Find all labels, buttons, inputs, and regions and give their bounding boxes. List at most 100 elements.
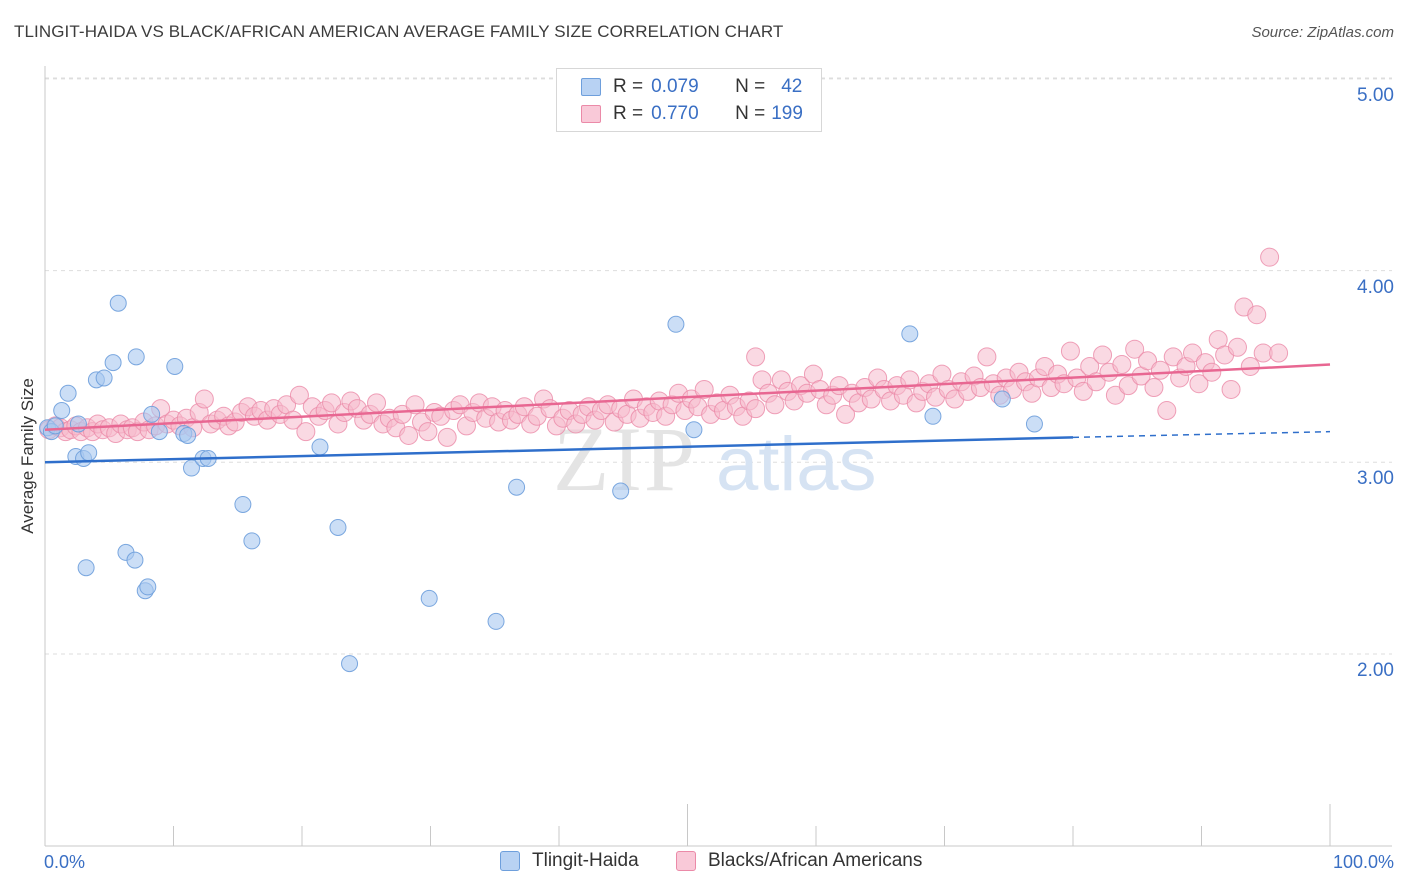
data-point-blacks-african-americans bbox=[1150, 360, 1170, 380]
legend-label: Tlingit-Haida bbox=[532, 850, 639, 871]
data-point-tlingit-haida bbox=[126, 551, 144, 569]
data-point-tlingit-haida bbox=[109, 294, 127, 312]
y-tick-label: 5.00 bbox=[1357, 85, 1394, 106]
data-point-blacks-african-americans bbox=[836, 404, 856, 424]
data-point-tlingit-haida bbox=[667, 315, 685, 333]
chart-title: TLINGIT-HAIDA VS BLACK/AFRICAN AMERICAN … bbox=[14, 22, 784, 41]
data-point-blacks-african-americans bbox=[746, 347, 766, 367]
data-point-tlingit-haida bbox=[53, 402, 71, 420]
data-point-blacks-african-americans bbox=[1240, 356, 1260, 376]
data-point-tlingit-haida bbox=[95, 369, 113, 387]
data-point-tlingit-haida bbox=[993, 390, 1011, 408]
data-point-blacks-african-americans bbox=[322, 393, 342, 413]
data-point-tlingit-haida bbox=[46, 417, 64, 435]
data-point-blacks-african-americans bbox=[1183, 343, 1203, 363]
data-point-tlingit-haida bbox=[341, 655, 359, 673]
data-point-blacks-african-americans bbox=[765, 395, 785, 415]
legend-n-value: 199 bbox=[771, 103, 803, 124]
y-tick-label: 3.00 bbox=[1357, 468, 1394, 489]
data-point-blacks-african-americans bbox=[1157, 401, 1177, 421]
data-point-blacks-african-americans bbox=[1060, 341, 1080, 361]
data-point-blacks-african-americans bbox=[861, 389, 881, 409]
data-point-blacks-african-americans bbox=[1227, 337, 1247, 357]
data-point-tlingit-haida bbox=[901, 325, 919, 343]
data-point-blacks-african-americans bbox=[399, 425, 419, 445]
legend-n-label: N = bbox=[735, 76, 766, 97]
data-point-tlingit-haida bbox=[104, 354, 122, 372]
legend-row-black: R = 0.770 N = 199 bbox=[581, 101, 803, 127]
data-point-tlingit-haida bbox=[77, 559, 95, 577]
source-credit: Source: ZipAtlas.com bbox=[1251, 24, 1394, 41]
data-point-tlingit-haida bbox=[150, 423, 168, 441]
data-point-tlingit-haida bbox=[182, 459, 200, 477]
data-point-blacks-african-americans bbox=[1105, 385, 1125, 405]
data-point-blacks-african-americans bbox=[437, 427, 457, 447]
legend-n-label: N = bbox=[735, 103, 766, 124]
legend-n-value: 42 bbox=[781, 76, 803, 97]
data-point-blacks-african-americans bbox=[1073, 381, 1093, 401]
data-point-blacks-african-americans bbox=[1118, 376, 1138, 396]
stats-legend: R = 0.079 N = 42 R = 0.770 N = 199 bbox=[556, 68, 822, 132]
y-tick-label: 2.00 bbox=[1357, 660, 1394, 681]
data-point-blacks-african-americans bbox=[694, 379, 714, 399]
legend-swatch-pink bbox=[581, 105, 601, 123]
data-point-blacks-african-americans bbox=[1260, 247, 1280, 267]
data-point-blacks-african-americans bbox=[1221, 379, 1241, 399]
data-point-blacks-african-americans bbox=[1125, 339, 1145, 359]
data-point-blacks-african-americans bbox=[392, 404, 412, 424]
data-point-blacks-african-americans bbox=[194, 389, 214, 409]
data-point-tlingit-haida bbox=[311, 438, 329, 456]
x-tick-label-min: 0.0% bbox=[44, 852, 86, 872]
data-point-tlingit-haida bbox=[139, 578, 157, 596]
watermark-atlas: atlas bbox=[716, 422, 877, 507]
data-point-tlingit-haida bbox=[612, 482, 630, 500]
data-point-tlingit-haida bbox=[329, 518, 347, 536]
y-axis-title: Average Family Size bbox=[18, 378, 37, 534]
data-point-blacks-african-americans bbox=[746, 399, 766, 419]
data-point-blacks-african-americans bbox=[1112, 355, 1132, 375]
data-point-blacks-african-americans bbox=[1247, 305, 1267, 325]
data-point-tlingit-haida bbox=[487, 612, 505, 630]
data-point-tlingit-haida bbox=[166, 357, 184, 375]
data-point-tlingit-haida bbox=[179, 426, 197, 444]
data-point-blacks-african-americans bbox=[1163, 347, 1183, 367]
data-point-blacks-african-americans bbox=[289, 385, 309, 405]
legend-item-tlingit-haida: Tlingit-Haida bbox=[500, 850, 639, 872]
trend-line-tlingit-haida bbox=[44, 436, 1074, 464]
data-point-tlingit-haida bbox=[80, 444, 98, 462]
legend-swatch-blue bbox=[500, 851, 520, 871]
legend-label: Blacks/African Americans bbox=[708, 850, 923, 871]
legend-swatch-pink bbox=[676, 851, 696, 871]
data-point-blacks-african-americans bbox=[367, 393, 387, 413]
y-tick-label: 4.00 bbox=[1357, 277, 1394, 298]
data-point-tlingit-haida bbox=[59, 384, 77, 402]
data-point-blacks-african-americans bbox=[1202, 362, 1222, 382]
data-point-tlingit-haida bbox=[127, 348, 145, 366]
legend-r-value: 0.770 bbox=[651, 103, 699, 124]
legend-r-value: 0.079 bbox=[651, 76, 699, 97]
data-point-blacks-african-americans bbox=[405, 395, 425, 415]
data-point-blacks-african-americans bbox=[296, 422, 316, 442]
data-point-tlingit-haida bbox=[1025, 415, 1043, 433]
data-point-blacks-african-americans bbox=[1138, 351, 1158, 371]
data-point-tlingit-haida bbox=[234, 495, 252, 513]
data-point-blacks-african-americans bbox=[1144, 378, 1164, 398]
data-point-blacks-african-americans bbox=[283, 410, 303, 430]
data-point-blacks-african-americans bbox=[1189, 374, 1209, 394]
data-point-tlingit-haida bbox=[243, 532, 261, 550]
data-point-tlingit-haida bbox=[143, 405, 161, 423]
data-point-tlingit-haida bbox=[508, 478, 526, 496]
data-point-tlingit-haida bbox=[420, 589, 438, 607]
legend-r-label: R = bbox=[613, 103, 644, 124]
data-point-blacks-african-americans bbox=[418, 422, 438, 442]
legend-row-tlingit: R = 0.079 N = 42 bbox=[581, 74, 802, 100]
legend-r-label: R = bbox=[613, 76, 644, 97]
data-point-blacks-african-americans bbox=[977, 347, 997, 367]
data-point-blacks-african-americans bbox=[1093, 345, 1113, 365]
legend-item-blacks-african-americans: Blacks/African Americans bbox=[676, 850, 922, 872]
trend-line-blacks-african-americans bbox=[44, 363, 1331, 431]
legend-swatch-blue bbox=[581, 78, 601, 96]
data-point-tlingit-haida bbox=[924, 407, 942, 425]
trend-line-tlingit-haida-extension bbox=[1072, 430, 1331, 439]
